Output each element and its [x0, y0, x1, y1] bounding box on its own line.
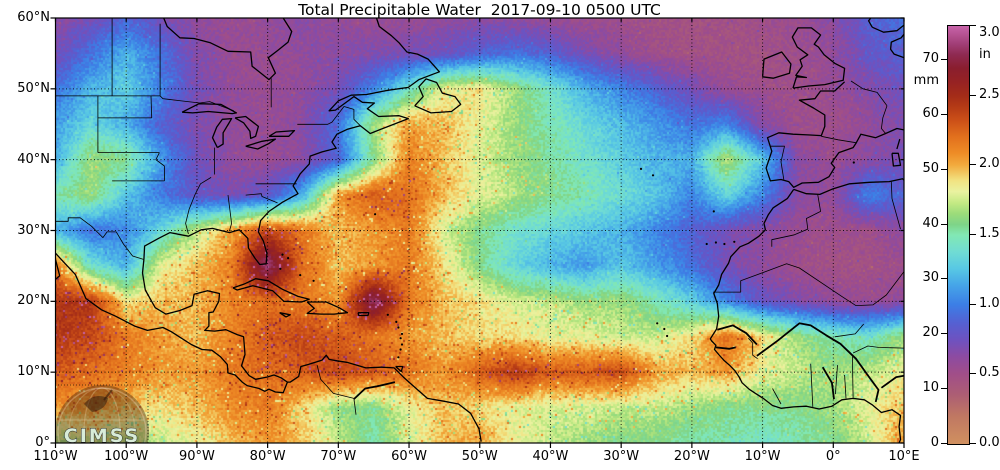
- x-tick-label: 90°W: [179, 449, 215, 464]
- tpw-figure: Total Precipitable Water 2017-09-10 0500…: [0, 0, 1000, 470]
- x-tick-label: 50°W: [462, 449, 498, 464]
- x-tick-label: 110°W: [33, 449, 77, 464]
- colorbar-mm-label: 0: [913, 435, 939, 450]
- colorbar-mm-label: 40: [913, 216, 939, 231]
- y-tick-label: 30°N: [4, 223, 50, 238]
- y-tick-label: 10°N: [4, 364, 50, 379]
- colorbar-mm-tick: [941, 169, 947, 170]
- colorbar-mm-tick: [941, 388, 947, 389]
- colorbar-in-label: 2.5: [979, 87, 1000, 102]
- x-tick-label: 10°E: [888, 449, 919, 464]
- colorbar-in-tick: [970, 443, 976, 444]
- colorbar-in-tick: [970, 373, 976, 374]
- colorbar-in-tick: [970, 25, 976, 26]
- colorbar-in-tick: [970, 234, 976, 235]
- colorbar-in-label: 2.0: [979, 156, 1000, 171]
- x-tick-label: 60°W: [391, 449, 427, 464]
- colorbar-mm-label: 20: [913, 325, 939, 340]
- colorbar-mm-label: 10: [913, 380, 939, 395]
- colorbar-mm-label: 30: [913, 270, 939, 285]
- y-tick-label: 50°N: [4, 81, 50, 96]
- colorbar-mm-label: 60: [913, 106, 939, 121]
- y-tick-label: 60°N: [4, 10, 50, 25]
- x-tick-label: 20°W: [674, 449, 710, 464]
- chart-title: Total Precipitable Water 2017-09-10 0500…: [55, 1, 904, 19]
- y-tick-label: 40°N: [4, 152, 50, 167]
- colorbar-mm-tick: [941, 443, 947, 444]
- colorbar-in-tick: [970, 164, 976, 165]
- colorbar-mm-tick: [941, 333, 947, 334]
- x-tick-label: 10°W: [745, 449, 781, 464]
- x-tick-label: 80°W: [250, 449, 286, 464]
- x-tick-label: 40°W: [533, 449, 569, 464]
- colorbar-in-label: 3.0: [979, 25, 1000, 40]
- colorbar-in-tick: [970, 95, 976, 96]
- tpw-heatmap-canvas: [55, 18, 904, 443]
- colorbar-in-label: 1.0: [979, 296, 1000, 311]
- colorbar-mm-label: 50: [913, 161, 939, 176]
- colorbar-in-label: 0.0: [979, 435, 1000, 450]
- colorbar-unit-in: in: [979, 47, 991, 62]
- x-tick-label: 0°: [826, 449, 841, 464]
- x-tick-label: 100°W: [104, 449, 148, 464]
- colorbar-mm-tick: [941, 114, 947, 115]
- colorbar-mm-label: 70: [913, 51, 939, 66]
- colorbar-mm-tick: [941, 224, 947, 225]
- colorbar: [947, 25, 970, 445]
- x-tick-label: 70°W: [320, 449, 356, 464]
- colorbar-in-label: 0.5: [979, 365, 1000, 380]
- colorbar-mm-tick: [941, 59, 947, 60]
- y-tick-label: 20°N: [4, 293, 50, 308]
- colorbar-unit-mm: mm: [913, 73, 939, 88]
- colorbar-in-label: 1.5: [979, 226, 1000, 241]
- y-tick-label: 0°: [4, 435, 50, 450]
- colorbar-in-tick: [970, 304, 976, 305]
- x-tick-label: 30°W: [603, 449, 639, 464]
- colorbar-mm-tick: [941, 278, 947, 279]
